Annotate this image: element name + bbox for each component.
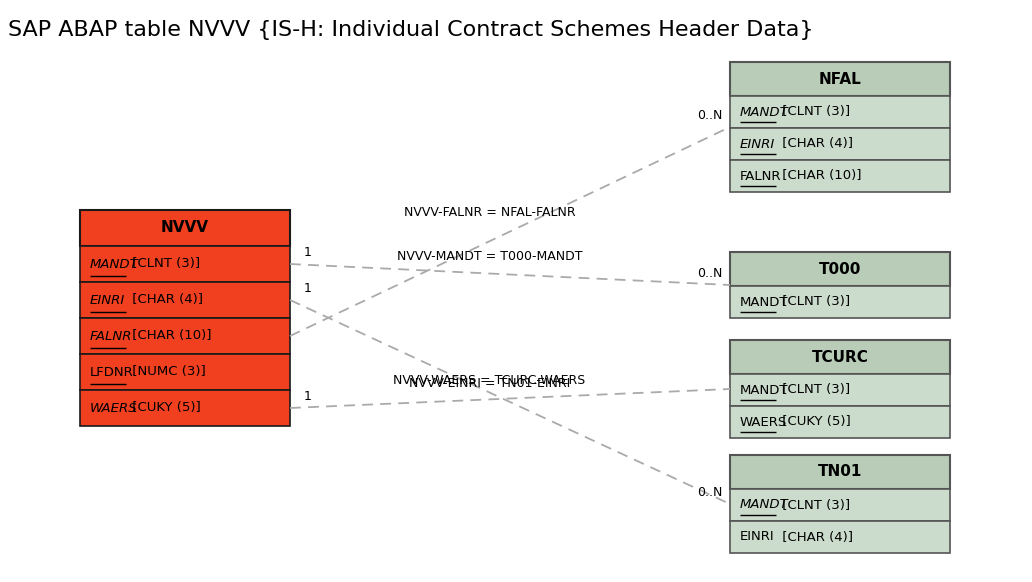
Text: [CHAR (4)]: [CHAR (4)] [778,531,853,544]
Text: 1: 1 [304,246,312,259]
Bar [730,286,950,318]
Text: [CHAR (10)]: [CHAR (10)] [778,169,862,183]
Text: WAERS: WAERS [90,402,137,414]
Text: 1: 1 [304,390,312,403]
Text: FALNR: FALNR [740,169,781,183]
Bar [80,354,290,390]
Text: [CLNT (3)]: [CLNT (3)] [778,105,850,119]
Text: EINRI: EINRI [740,137,775,151]
Text: [CHAR (4)]: [CHAR (4)] [128,293,203,307]
Text: MANDT: MANDT [740,384,788,396]
Text: MANDT: MANDT [740,296,788,308]
Text: NVVV-MANDT = T000-MANDT: NVVV-MANDT = T000-MANDT [397,250,582,262]
Bar [730,96,950,128]
Bar [80,390,290,426]
Bar [80,210,290,246]
Bar [730,406,950,438]
Bar [730,252,950,286]
Bar [730,455,950,489]
Text: FALNR: FALNR [90,329,132,342]
Text: TCURC: TCURC [811,350,869,364]
Text: MANDT: MANDT [740,105,788,119]
Text: [CHAR (4)]: [CHAR (4)] [778,137,853,151]
Bar [730,340,950,374]
Bar [80,318,290,354]
Text: WAERS: WAERS [740,416,787,428]
Bar [730,128,950,160]
Text: MANDT: MANDT [90,257,138,271]
Text: [CUKY (5)]: [CUKY (5)] [778,416,850,428]
Bar [730,160,950,192]
Text: 0..N: 0..N [697,109,722,122]
Text: EINRI: EINRI [90,293,125,307]
Text: [CLNT (3)]: [CLNT (3)] [128,257,200,271]
Bar [730,489,950,521]
Text: EINRI: EINRI [740,531,775,544]
Text: NVVV: NVVV [161,221,209,236]
Text: LFDNR: LFDNR [90,365,134,378]
Text: MANDT: MANDT [740,499,788,512]
Bar [730,521,950,553]
Text: [CUKY (5)]: [CUKY (5)] [128,402,201,414]
Text: NVVV-FALNR = NFAL-FALNR: NVVV-FALNR = NFAL-FALNR [404,207,576,219]
Text: 0..N: 0..N [697,486,722,499]
Text: T000: T000 [818,261,861,276]
Text: [CLNT (3)]: [CLNT (3)] [778,499,850,512]
Text: [CLNT (3)]: [CLNT (3)] [778,384,850,396]
Text: TN01: TN01 [817,464,862,480]
Text: [NUMC (3)]: [NUMC (3)] [128,365,205,378]
Text: NVVV-WAERS = TCURC-WAERS: NVVV-WAERS = TCURC-WAERS [393,374,586,386]
Text: 1: 1 [304,282,312,295]
Text: [CHAR (10)]: [CHAR (10)] [128,329,212,342]
Bar [80,282,290,318]
Text: [CLNT (3)]: [CLNT (3)] [778,296,850,308]
Text: SAP ABAP table NVVV {IS-H: Individual Contract Schemes Header Data}: SAP ABAP table NVVV {IS-H: Individual Co… [8,20,813,40]
Bar [730,374,950,406]
Text: 0..N: 0..N [697,267,722,280]
Text: NFAL: NFAL [818,72,862,87]
Text: NVVV-EINRI = TN01-EINRI: NVVV-EINRI = TN01-EINRI [409,377,571,390]
Bar [80,246,290,282]
Bar [730,62,950,96]
